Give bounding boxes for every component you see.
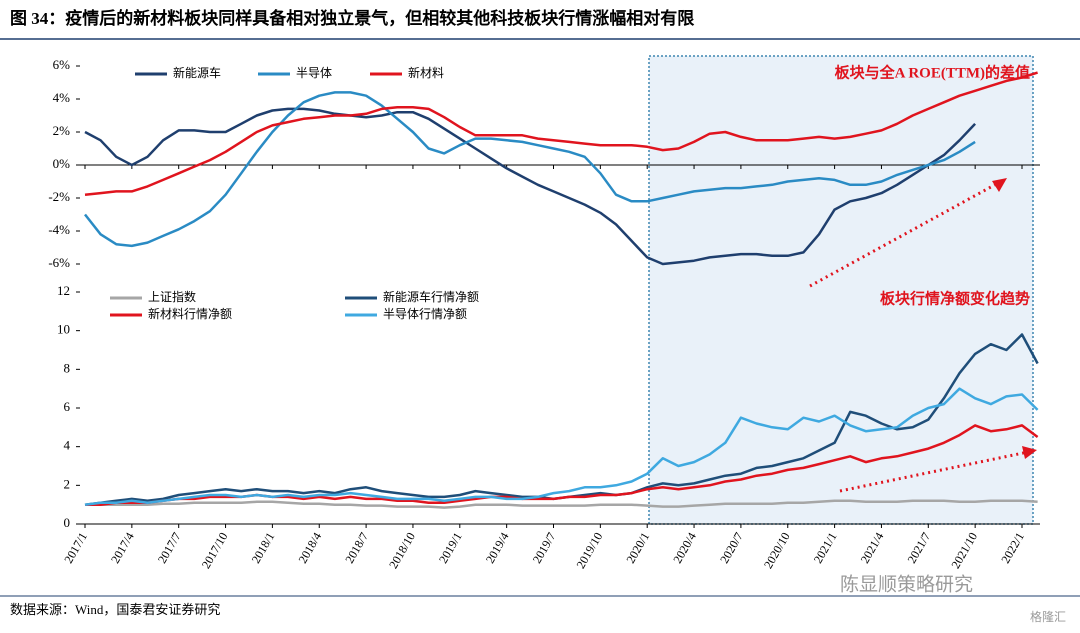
watermark: 格隆汇	[1030, 609, 1066, 624]
y-tick-label: 12	[57, 283, 70, 298]
series-line	[84, 71, 1038, 196]
legend-label: 新材料	[408, 65, 444, 80]
y-tick-label: 6	[64, 399, 71, 414]
y-tick-label: 10	[57, 322, 70, 337]
y-tick-label: -4%	[48, 222, 70, 237]
y-tick-label: 2	[64, 476, 71, 491]
x-tick-label: 2017/1	[61, 530, 90, 566]
highlight-region	[648, 55, 1034, 525]
x-tick-label: 2020/1	[623, 530, 652, 566]
x-tick-label: 2018/7	[342, 530, 371, 566]
y-tick-label: -2%	[48, 189, 70, 204]
x-tick-label: 2017/7	[155, 530, 184, 566]
x-tick-label: 2019/7	[530, 530, 559, 566]
annotation: 板块与全A ROE(TTM)的差值	[835, 63, 1030, 81]
x-tick-label: 2017/4	[108, 530, 137, 566]
arrow-head	[992, 178, 1007, 192]
x-tick-label: 2021/10	[948, 530, 980, 571]
y-tick-label: -6%	[48, 255, 70, 270]
x-tick-label: 2022/1	[998, 530, 1027, 566]
x-tick-label: 2018/4	[295, 530, 324, 566]
y-tick-label: 8	[64, 360, 71, 375]
x-tick-label: 2021/7	[904, 530, 933, 566]
legend-label: 半导体	[296, 66, 332, 80]
x-tick-label: 2021/4	[858, 530, 887, 566]
x-tick-label: 2018/1	[249, 530, 278, 566]
x-tick-label: 2017/10	[199, 530, 231, 571]
y-tick-label: 0	[64, 515, 71, 530]
watermark: 陈显顺策略研究	[840, 573, 973, 595]
x-tick-label: 2020/10	[761, 530, 793, 571]
legend-label: 新能源车	[173, 65, 221, 80]
y-tick-label: 4	[64, 438, 71, 453]
arrow-head	[1022, 446, 1037, 459]
legend-label: 上证指数	[148, 289, 196, 304]
x-tick-label: 2019/1	[436, 530, 465, 566]
series-line	[85, 499, 1038, 509]
trend-arrow	[809, 180, 1001, 288]
y-tick-label: 4%	[53, 90, 71, 105]
y-tick-label: 6%	[53, 57, 71, 72]
x-tick-label: 2020/7	[717, 530, 746, 566]
legend-label: 新材料行情净额	[148, 306, 232, 321]
y-tick-label: 2%	[53, 123, 71, 138]
figure-title: 图 34：疫情后的新材料板块同样具备相对独立景气，但相较其他科技板块行情涨幅相对…	[10, 8, 694, 28]
series-line	[84, 387, 1039, 506]
annotation: 板块行情净额变化趋势	[880, 289, 1030, 307]
series-line	[84, 91, 976, 248]
legend-label: 新能源车行情净额	[383, 289, 479, 304]
x-tick-label: 2020/4	[670, 530, 699, 566]
source-note: 数据来源：Wind，国泰君安证券研究	[10, 602, 220, 617]
trend-arrow	[839, 450, 1029, 493]
x-tick-label: 2021/1	[811, 530, 840, 566]
x-tick-label: 2018/10	[386, 530, 418, 571]
y-tick-label: 0%	[53, 156, 71, 171]
series-line	[84, 107, 977, 266]
x-tick-label: 2019/4	[483, 530, 512, 566]
x-tick-label: 2019/10	[574, 530, 606, 571]
legend-label: 半导体行情净额	[383, 307, 467, 321]
